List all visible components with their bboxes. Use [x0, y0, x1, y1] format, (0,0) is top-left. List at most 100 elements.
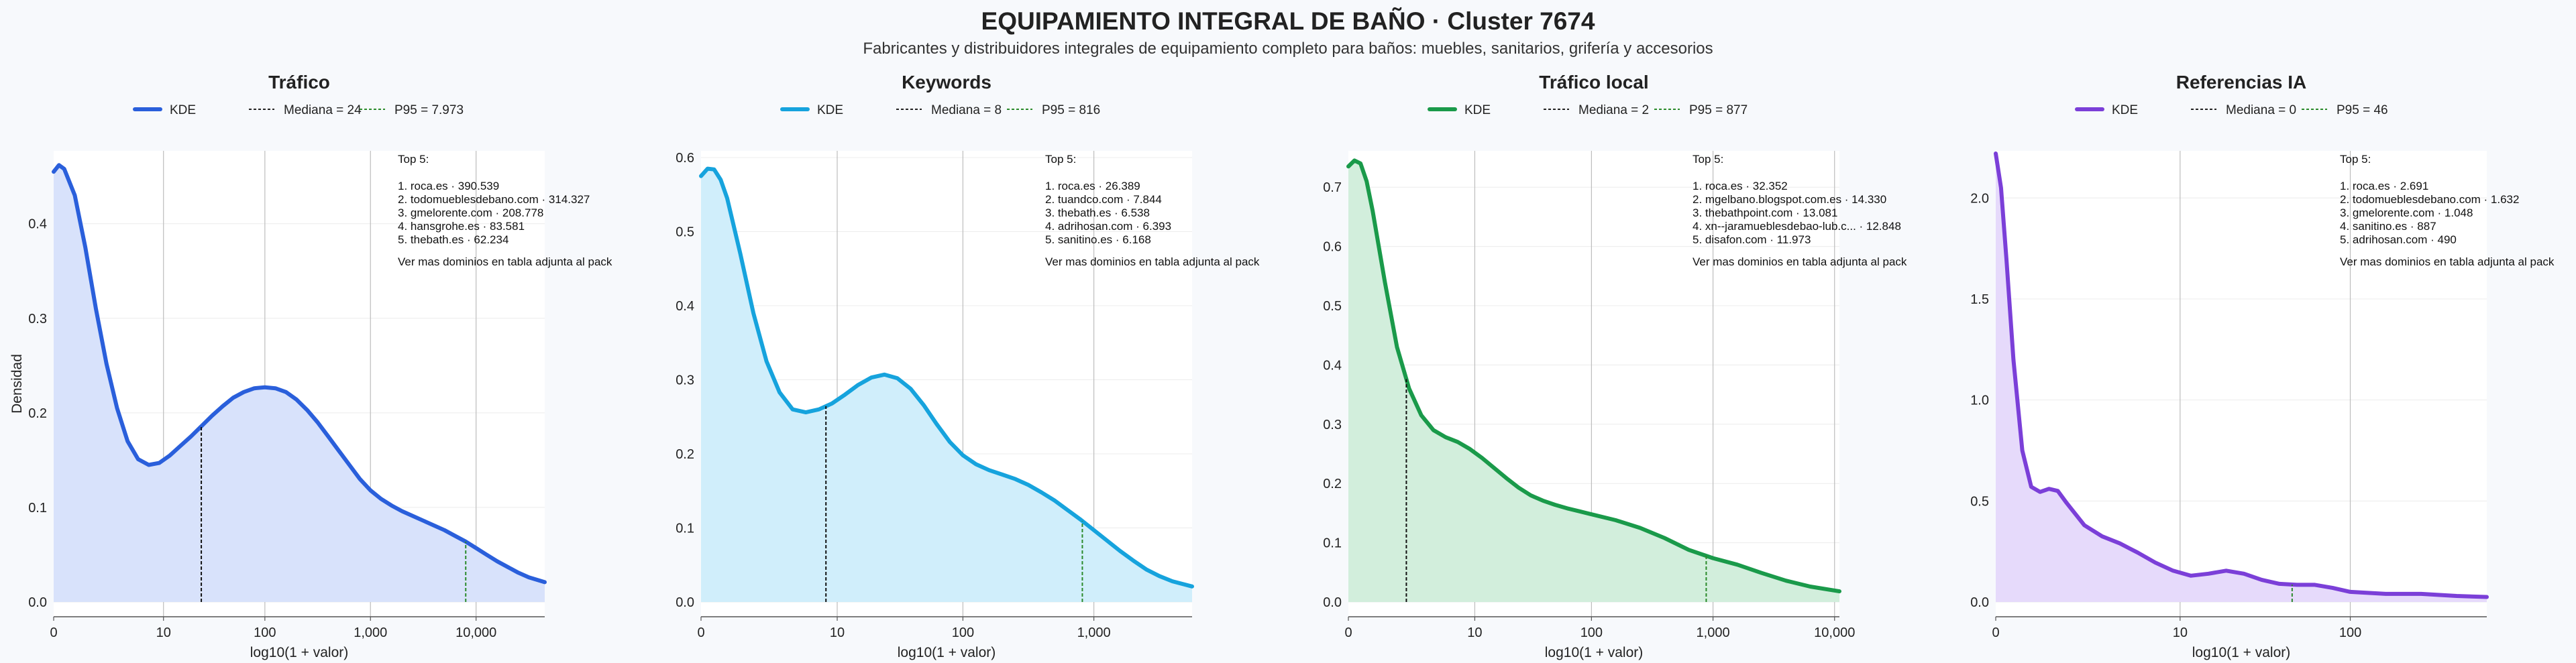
kde-area	[701, 168, 1192, 603]
y-tick-label: 0.0	[28, 595, 47, 610]
legend-label: KDE	[170, 103, 196, 117]
x-tick-label: 10	[2173, 625, 2188, 640]
top5-title: Top 5:	[1693, 153, 1723, 166]
x-tick-label: 1,000	[1077, 625, 1111, 640]
x-tick-label: 100	[1580, 625, 1603, 640]
kde-line	[1346, 158, 1841, 594]
x-tick-label: 10,000	[1814, 625, 1855, 640]
top5-item: 3. thebath.es · 6.538	[1045, 206, 1150, 219]
legend-label: KDE	[1464, 103, 1491, 117]
x-tick-label: 1,000	[354, 625, 387, 640]
top5-item: 1. roca.es · 32.352	[1693, 180, 1788, 192]
x-tick-label: 0	[697, 625, 704, 640]
x-tick-label: 10,000	[455, 625, 496, 640]
y-tick-label: 0.1	[676, 522, 694, 536]
top5-item: 3. gmelorente.com · 208.778	[398, 206, 543, 219]
y-tick-label: 0.6	[676, 151, 694, 166]
y-tick-label: 0.1	[28, 501, 47, 516]
x-axis-label: log10(1 + valor)	[898, 645, 996, 660]
x-axis-label: log10(1 + valor)	[250, 645, 349, 660]
top5-item: 5. disafon.com · 11.973	[1693, 233, 1811, 246]
top5-item: 5. adrihosan.com · 490	[2340, 233, 2457, 246]
top5-item: 5. sanitino.es · 6.168	[1045, 233, 1151, 246]
legend-label: P95 = 816	[1042, 103, 1100, 117]
panel-title: Tráfico local	[1539, 72, 1648, 93]
y-tick-label: 0.6	[1323, 240, 1342, 255]
top5-item: 4. xn--jaramueblesdebao-lub.c... · 12.84…	[1693, 220, 1901, 233]
y-tick-label: 0.3	[676, 373, 694, 388]
legend-label: Mediana = 0	[2226, 103, 2296, 117]
y-tick-label: 0.5	[1323, 299, 1342, 314]
legend-label: P95 = 46	[2337, 103, 2388, 117]
top5-footer: Ver mas dominios en tabla adjunta al pac…	[1693, 255, 1907, 268]
legend-label: KDE	[817, 103, 843, 117]
x-tick-label: 100	[2339, 625, 2361, 640]
top5-item: 4. hansgrohe.es · 83.581	[398, 220, 525, 233]
y-tick-label: 1.0	[1970, 394, 1989, 408]
panel-2: Keywords KDE Mediana = 8 P95 = 816 0.0 0.1 0.2…	[676, 72, 1260, 660]
top5-item: 2. todomueblesdebano.com · 1.632	[2340, 193, 2519, 206]
x-tick-label: 10	[1467, 625, 1482, 640]
x-axis-label: log10(1 + valor)	[1545, 645, 1644, 660]
panel-1: Tráfico KDE Mediana = 24 P95 = 7.973 0.0 0.1 0…	[9, 72, 612, 660]
top5-item: 2. mgelbano.blogspot.com.es · 14.330	[1693, 193, 1886, 206]
legend-label: Mediana = 2	[1578, 103, 1649, 117]
panel-title: Referencias IA	[2176, 72, 2307, 93]
top5-item: 3. gmelorente.com · 1.048	[2340, 206, 2473, 219]
y-tick-label: 2.0	[1970, 191, 1989, 206]
top5-item: 5. thebath.es · 62.234	[398, 233, 508, 246]
y-tick-label: 0.4	[676, 299, 694, 314]
main-title: EQUIPAMIENTO INTEGRAL DE BAÑO · Cluster …	[981, 7, 1595, 35]
y-tick-label: 0.5	[676, 225, 694, 240]
y-tick-label: 0.7	[1323, 180, 1342, 195]
top5-item: 1. roca.es · 2.691	[2340, 180, 2428, 192]
y-tick-label: 0.3	[1323, 418, 1342, 432]
x-axis-label: log10(1 + valor)	[2192, 645, 2291, 660]
legend-label: Mediana = 24	[284, 103, 362, 117]
kde-area	[54, 165, 545, 603]
y-tick-label: 0.4	[1323, 358, 1342, 373]
kde-line	[699, 166, 1194, 589]
subtitle: Fabricantes y distribuidores integrales …	[863, 40, 1713, 58]
y-tick-label: 0.0	[1970, 595, 1989, 610]
y-tick-label: 0.4	[28, 217, 47, 232]
x-tick-label: 10	[156, 625, 171, 640]
y-tick-label: 0.2	[1323, 477, 1342, 491]
x-tick-label: 1,000	[1697, 625, 1730, 640]
y-axis-label: Densidad	[9, 354, 25, 414]
top5-footer: Ver mas dominios en tabla adjunta al pac…	[398, 255, 612, 268]
x-tick-label: 0	[1992, 625, 1999, 640]
top5-footer: Ver mas dominios en tabla adjunta al pac…	[1045, 255, 1260, 268]
top5-title: Top 5:	[2340, 153, 2371, 166]
legend-label: KDE	[2112, 103, 2138, 117]
panel-title: Tráfico	[268, 72, 330, 93]
y-tick-label: 0.0	[1323, 595, 1342, 610]
top5-item: 2. todomueblesdebano.com · 314.327	[398, 193, 590, 206]
kde-line	[1994, 152, 2489, 599]
top5-title: Top 5:	[1045, 153, 1076, 166]
chart-header: EQUIPAMIENTO INTEGRAL DE BAÑO · Cluster …	[0, 5, 2576, 60]
top5-title: Top 5:	[398, 153, 429, 166]
legend-label: P95 = 877	[1689, 103, 1748, 117]
x-tick-label: 0	[1344, 625, 1352, 640]
panel-title: Keywords	[902, 72, 991, 93]
y-tick-label: 0.2	[676, 447, 694, 462]
top5-item: 4. sanitino.es · 887	[2340, 220, 2436, 233]
y-tick-label: 0.3	[28, 312, 47, 326]
top5-item: 2. tuandco.com · 7.844	[1045, 193, 1162, 206]
x-tick-label: 0	[50, 625, 57, 640]
kde-area	[1348, 160, 1839, 602]
kde-line	[52, 163, 547, 585]
y-tick-label: 0.0	[676, 595, 694, 610]
top5-item: 3. thebathpoint.com · 13.081	[1693, 206, 1837, 219]
x-tick-label: 100	[952, 625, 974, 640]
y-tick-label: 0.5	[1970, 494, 1989, 509]
top5-item: 4. adrihosan.com · 6.393	[1045, 220, 1171, 233]
y-tick-label: 0.1	[1323, 536, 1342, 551]
x-tick-label: 100	[254, 625, 276, 640]
legend-label: Mediana = 8	[931, 103, 1002, 117]
top5-footer: Ver mas dominios en tabla adjunta al pac…	[2340, 255, 2555, 268]
